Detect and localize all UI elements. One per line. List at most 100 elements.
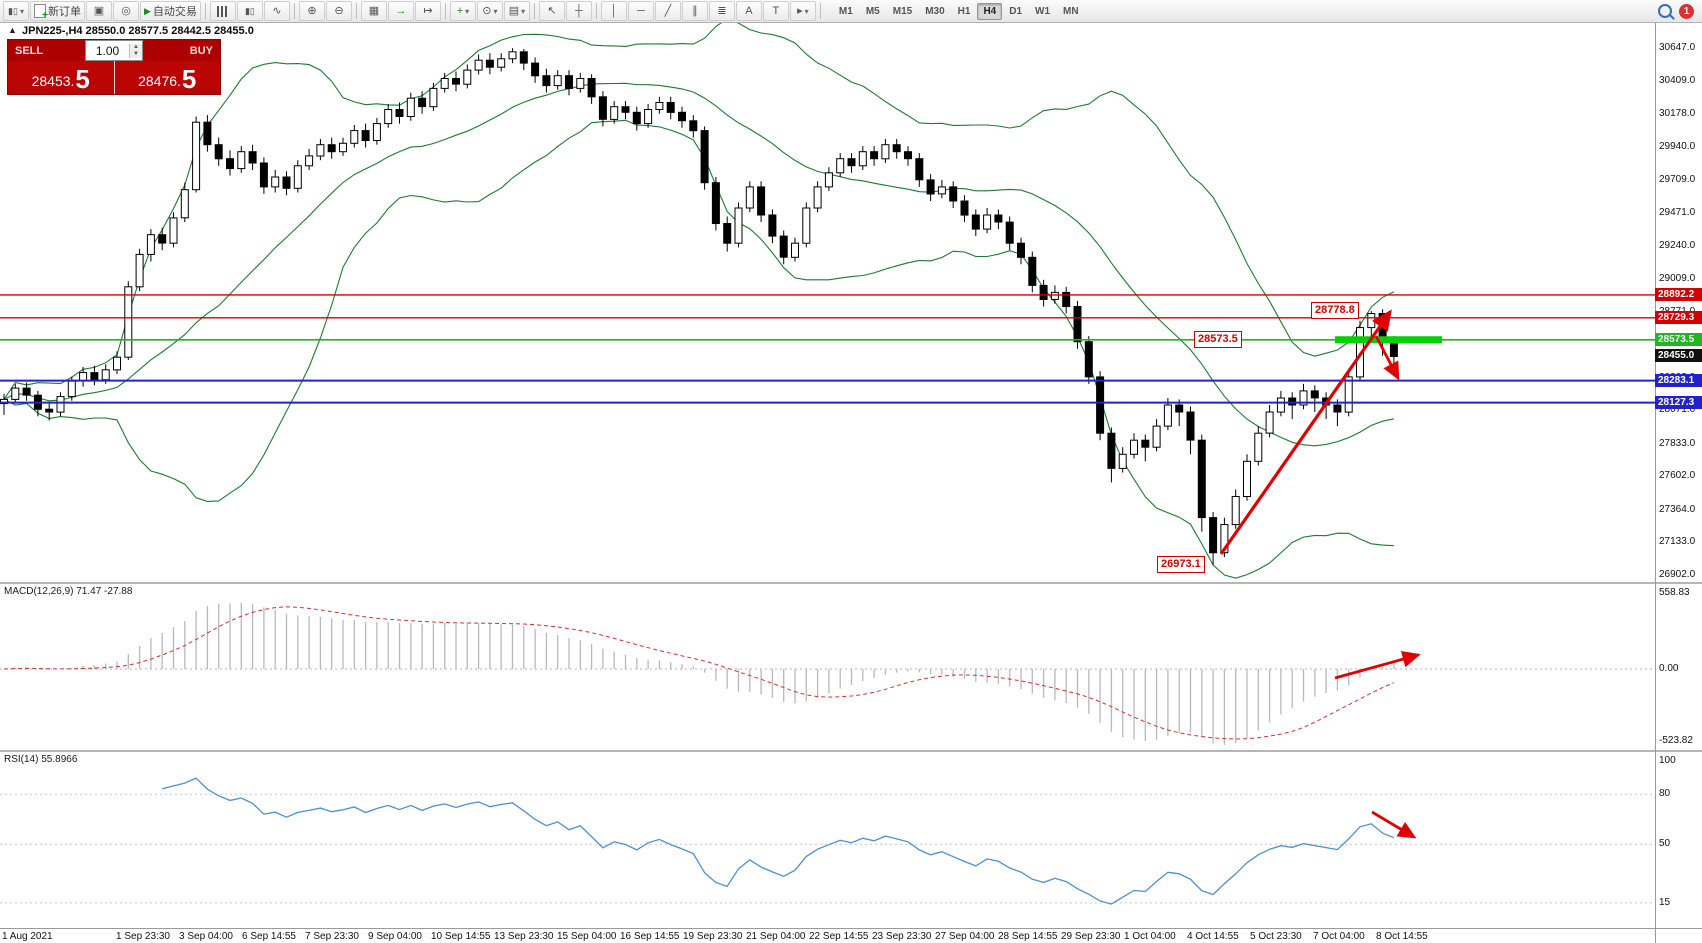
- hline-price-badge: 28573.5: [1655, 332, 1702, 346]
- time-axis-label: 6 Sep 14:55: [242, 931, 296, 942]
- sell-button[interactable]: SELL: [8, 40, 85, 61]
- toolbar-separator: [293, 3, 295, 19]
- indicators-button[interactable]: + ▾: [449, 1, 476, 21]
- zoom-out-icon: ⊖: [334, 4, 344, 17]
- chart-shift-button[interactable]: ↦: [414, 1, 441, 21]
- text-tool-button[interactable]: A: [735, 1, 762, 21]
- tile-windows-icon: ▦: [368, 4, 380, 17]
- price-axis[interactable]: 30647.0 30409.0 30178.0 29940.0 29709.0 29471…: [1655, 0, 1702, 943]
- volume-stepper[interactable]: ▲ ▼: [129, 43, 142, 58]
- timeframe-button-m5[interactable]: M5: [865, 5, 880, 17]
- time-axis-label: 21 Sep 04:00: [746, 931, 806, 942]
- periods-button[interactable]: ⊙ ▾: [476, 1, 503, 21]
- rsi-axis-label: 100: [1659, 754, 1676, 766]
- shapes-button[interactable]: ▸ ▾: [789, 1, 816, 21]
- time-axis-label: 4 Oct 14:55: [1187, 931, 1239, 942]
- buy-price[interactable]: 28476. 5: [114, 61, 220, 94]
- chart-line-button[interactable]: ∿: [263, 1, 290, 21]
- templates-icon: ▤: [508, 4, 520, 17]
- volume-input[interactable]: 1.00 ▲ ▼: [85, 40, 143, 61]
- autotrading-button[interactable]: ▶ 自动交易: [140, 1, 201, 21]
- time-axis-label: 22 Sep 14:55: [809, 931, 869, 942]
- price-axis-label: 27133.0: [1659, 536, 1696, 548]
- stepper-down-icon[interactable]: ▼: [130, 50, 142, 58]
- timeframe-button-m1[interactable]: M1: [838, 5, 853, 17]
- rsi-axis-label: 50: [1659, 838, 1671, 850]
- timeframe-button-h4[interactable]: H4: [977, 2, 1003, 20]
- stepper-up-icon[interactable]: ▲: [130, 43, 142, 51]
- periods-icon: ⊙: [482, 4, 492, 17]
- label-tool-button[interactable]: T: [762, 1, 789, 21]
- hline-price-badge: 28892.2: [1655, 287, 1702, 301]
- chevron-down-icon: ▾: [521, 6, 526, 16]
- timeframe-toolbar: M1 M5 M15 M30 H1 H4 D1 W1 MN: [833, 2, 1085, 20]
- timeframe-button-h1[interactable]: H1: [957, 5, 971, 17]
- one-click-trading-panel: SELL 1.00 ▲ ▼ BUY 28453. 5 28476. 5: [8, 40, 220, 94]
- cursor-button[interactable]: ↖: [538, 1, 565, 21]
- channel-button[interactable]: ∥: [681, 1, 708, 21]
- vertical-line-button[interactable]: │: [600, 1, 627, 21]
- auto-scroll-button[interactable]: →: [387, 1, 414, 21]
- trendline-icon: ╱: [664, 4, 672, 17]
- time-axis-label: 28 Sep 14:55: [998, 931, 1058, 942]
- zoom-in-button[interactable]: ⊕: [298, 1, 325, 21]
- timeframe-button-d1[interactable]: D1: [1009, 5, 1023, 17]
- new-order-icon: [34, 4, 48, 21]
- toolbar-separator: [444, 3, 446, 19]
- price-axis-label: 29240.0: [1659, 239, 1696, 251]
- toolbar-separator: [204, 3, 206, 19]
- sell-price[interactable]: 28453. 5: [8, 61, 114, 94]
- rsi-indicator-label: RSI(14) 55.8966: [4, 754, 78, 765]
- price-axis-label: 27602.0: [1659, 470, 1696, 482]
- notification-badge[interactable]: 1: [1679, 3, 1694, 19]
- price-axis-label: 29709.0: [1659, 173, 1696, 185]
- trendline-button[interactable]: ╱: [654, 1, 681, 21]
- volume-value[interactable]: 1.00: [95, 43, 120, 58]
- zoom-out-button[interactable]: ⊖: [325, 1, 352, 21]
- price-axis-label: 29940.0: [1659, 141, 1696, 153]
- alerts-button[interactable]: ◎: [113, 1, 139, 21]
- timeframe-button-m15[interactable]: M15: [892, 5, 913, 17]
- time-axis-label: 10 Sep 14:55: [431, 931, 491, 942]
- search-icon[interactable]: [1658, 4, 1672, 18]
- one-click-collapse-toggle[interactable]: ▲: [8, 25, 17, 35]
- crosshair-button[interactable]: ┼: [565, 1, 592, 21]
- fibonacci-button[interactable]: ≣: [708, 1, 735, 21]
- timeframe-button-w1[interactable]: W1: [1035, 5, 1051, 17]
- line-chart-icon: ∿: [272, 4, 282, 17]
- autotrading-play-icon: ▶: [144, 5, 151, 16]
- charts-grid-button[interactable]: ▣: [86, 1, 112, 21]
- buy-price-pip: 5: [181, 64, 197, 94]
- toolbar-separator: [355, 3, 357, 19]
- time-axis-label: 29 Sep 23:30: [1061, 931, 1121, 942]
- templates-button[interactable]: ▤ ▾: [503, 1, 530, 21]
- rsi-axis-label: 15: [1659, 896, 1671, 908]
- label-tool-icon: T: [772, 4, 780, 17]
- time-axis-label: 3 Sep 04:00: [179, 931, 233, 942]
- price-axis-label: 30178.0: [1659, 107, 1696, 119]
- new-chart-button[interactable]: ▮▯ ▾: [3, 1, 29, 21]
- grid-icon: ▣: [93, 4, 105, 17]
- timeframe-button-mn[interactable]: MN: [1063, 5, 1079, 17]
- time-axis-label: 5 Oct 23:30: [1250, 931, 1302, 942]
- chevron-down-icon: ▾: [465, 6, 470, 16]
- panel-separator[interactable]: [0, 750, 1702, 752]
- price-axis-label: 26902.0: [1659, 569, 1696, 580]
- timeframe-button-m30[interactable]: M30: [925, 5, 945, 17]
- new-order-button[interactable]: 新订单: [30, 1, 85, 21]
- chevron-down-icon: ▾: [804, 6, 809, 16]
- candles-chart-icon: ▮▯: [244, 5, 255, 16]
- tile-windows-button[interactable]: ▦: [360, 1, 387, 21]
- toolbar-separator: [595, 3, 597, 19]
- chart-candles-button[interactable]: ▮▯: [236, 1, 263, 21]
- panel-separator[interactable]: [0, 582, 1702, 584]
- chart-bars-button[interactable]: [209, 1, 236, 21]
- buy-button[interactable]: BUY: [143, 40, 220, 61]
- hline-price-badge: 28283.1: [1655, 373, 1702, 387]
- chevron-down-icon: ▾: [493, 6, 498, 16]
- candlestick-chart-icon: ▮▯: [8, 5, 18, 16]
- time-axis-label: 23 Sep 23:30: [872, 931, 932, 942]
- horizontal-line-button[interactable]: ─: [627, 1, 654, 21]
